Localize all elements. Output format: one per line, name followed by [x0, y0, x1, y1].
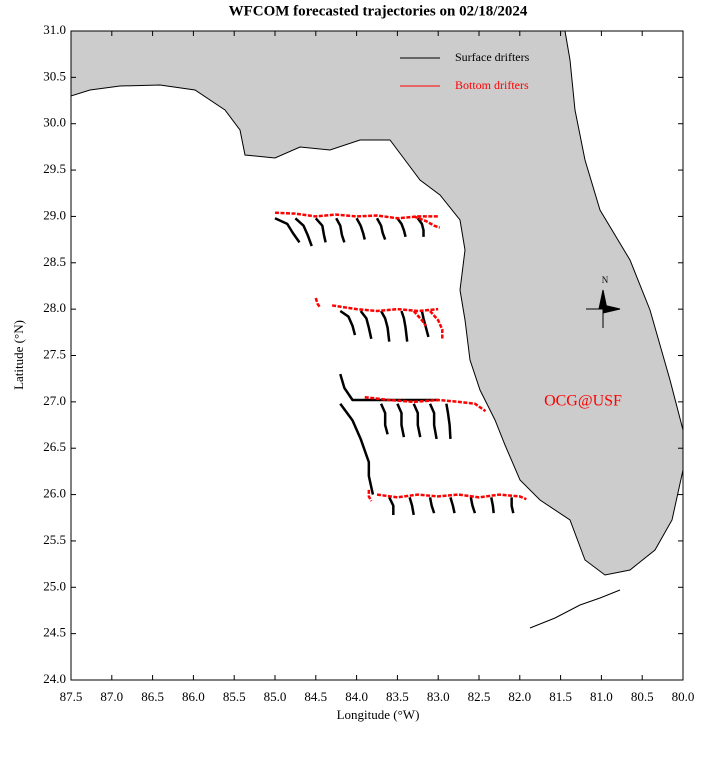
annotation: OCG@USF [544, 393, 622, 410]
legend-label: Surface drifters [455, 50, 530, 64]
trajectory [428, 497, 436, 514]
y-tick-label: 25.0 [43, 578, 66, 593]
x-tick-label: 84.0 [345, 689, 368, 704]
legend: Surface drifters Bottom drifters [400, 50, 530, 92]
trajectory [375, 217, 387, 241]
y-tick-label: 26.5 [43, 439, 66, 454]
x-axis-label: Longitude (°W) [337, 707, 420, 722]
x-tick-label: 82.0 [508, 689, 531, 704]
x-tick-label: 81.0 [590, 689, 613, 704]
trajectory [331, 304, 439, 313]
legend-label: Bottom drifters [455, 78, 529, 92]
x-tick-label: 85.5 [223, 689, 246, 704]
trajectory [364, 395, 487, 413]
y-tick-label: 28.5 [43, 254, 66, 269]
y-tick-label: 27.5 [43, 346, 66, 361]
trajectory [367, 489, 373, 502]
y-tick-label: 26.0 [43, 486, 66, 501]
trajectory [400, 310, 409, 342]
y-axis-label: Latitude (°N) [11, 320, 26, 390]
y-tick-label: 27.0 [43, 393, 66, 408]
trajectory [339, 402, 375, 495]
trajectory [490, 497, 495, 514]
x-tick-label: 84.5 [304, 689, 327, 704]
trajectory [408, 497, 415, 516]
y-tick-label: 25.5 [43, 532, 66, 547]
y-tick-label: 29.5 [43, 161, 66, 176]
trajectory [379, 310, 391, 342]
trajectory [420, 310, 430, 338]
trajectory [274, 217, 301, 244]
trajectory [428, 403, 438, 440]
x-tick-label: 82.5 [468, 689, 491, 704]
trajectory [294, 217, 313, 247]
trajectory [379, 403, 389, 435]
x-tick-label: 80.5 [631, 689, 654, 704]
y-tick-label: 30.5 [43, 68, 66, 83]
trajectory [469, 497, 477, 514]
trajectory [449, 497, 456, 514]
trajectory [396, 217, 407, 238]
trajectory [510, 497, 515, 514]
trajectory [429, 310, 444, 339]
trajectory [413, 215, 441, 229]
trajectory [416, 217, 425, 237]
y-tick-label: 24.0 [43, 671, 66, 686]
keys [529, 589, 621, 629]
trajectory [355, 217, 366, 240]
x-tick-label: 83.0 [427, 689, 450, 704]
trajectory [445, 403, 452, 440]
trajectory [314, 217, 327, 243]
trajectory [314, 297, 321, 308]
north-label: N [602, 275, 609, 285]
trajectory [412, 403, 422, 438]
y-tick-label: 30.0 [43, 115, 66, 130]
land [70, 30, 684, 576]
trajectory [359, 310, 373, 340]
y-tick-label: 24.5 [43, 625, 66, 640]
trajectory [335, 217, 346, 243]
x-tick-label: 87.5 [60, 689, 83, 704]
x-tick-label: 85.0 [264, 689, 287, 704]
x-tick-label: 81.5 [549, 689, 572, 704]
x-tick-label: 86.0 [182, 689, 205, 704]
trajectory [396, 403, 406, 438]
trajectory [412, 310, 427, 327]
y-tick-label: 31.0 [43, 22, 66, 37]
y-tick-label: 29.0 [43, 207, 66, 222]
x-tick-label: 86.5 [141, 689, 164, 704]
x-tick-label: 80.0 [672, 689, 695, 704]
x-tick-label: 83.5 [386, 689, 409, 704]
title: WFCOM forecasted trajectories on 02/18/2… [229, 3, 528, 19]
trajectory [388, 496, 395, 515]
compass [586, 289, 621, 328]
x-tick-label: 87.0 [100, 689, 123, 704]
trajectory [339, 309, 357, 336]
y-tick-label: 28.0 [43, 300, 66, 315]
